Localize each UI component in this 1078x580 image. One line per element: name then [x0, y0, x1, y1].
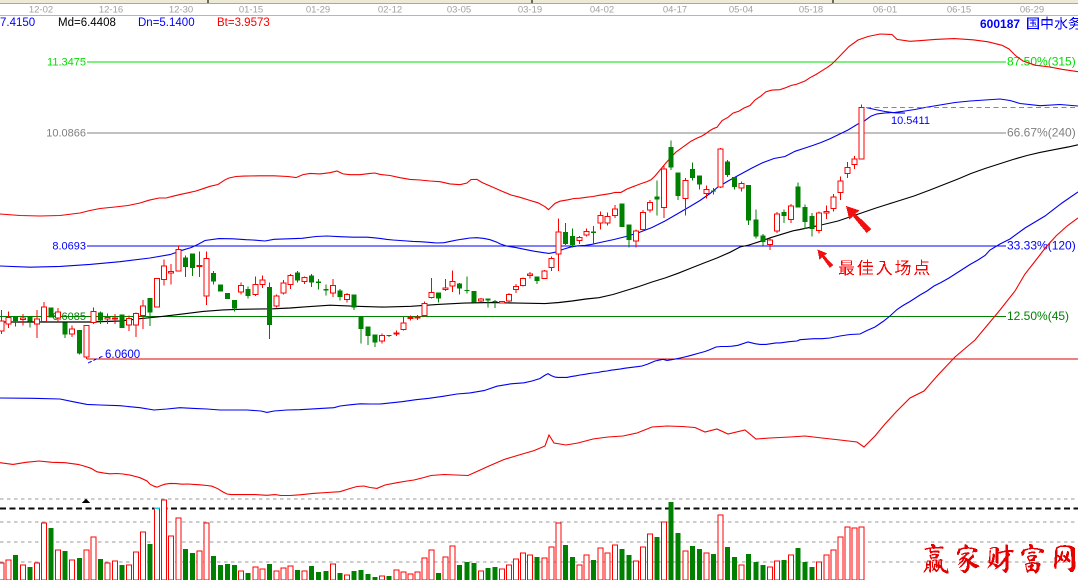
svg-text:04-02: 04-02	[590, 5, 614, 16]
svg-text:600187: 600187	[980, 17, 1020, 31]
svg-text:11.3475: 11.3475	[47, 57, 86, 69]
svg-text:03-19: 03-19	[518, 5, 542, 16]
svg-text:05-04: 05-04	[729, 5, 753, 16]
svg-text:02-12: 02-12	[378, 5, 402, 16]
svg-text:87.50%(315): 87.50%(315)	[1007, 55, 1076, 69]
svg-text:Bt=3.9573: Bt=3.9573	[217, 17, 270, 29]
svg-text:10.5411: 10.5411	[891, 115, 930, 127]
svg-text:06-01: 06-01	[873, 5, 897, 16]
svg-text:7.4150: 7.4150	[0, 17, 35, 29]
svg-text:06-29: 06-29	[1020, 5, 1044, 16]
svg-text:05-18: 05-18	[799, 5, 823, 16]
svg-text:6.0600: 6.0600	[105, 349, 140, 361]
svg-text:12.50%(45): 12.50%(45)	[1007, 309, 1069, 323]
svg-text:66.67%(240): 66.67%(240)	[1007, 126, 1076, 140]
svg-text:03-05: 03-05	[447, 5, 471, 16]
svg-text:Md=6.4408: Md=6.4408	[58, 17, 116, 29]
svg-text:12-02: 12-02	[29, 5, 53, 16]
svg-text:01-15: 01-15	[239, 5, 263, 16]
svg-text:12-30: 12-30	[169, 5, 193, 16]
svg-text:10.0866: 10.0866	[46, 128, 86, 140]
svg-text:12-16: 12-16	[99, 5, 123, 16]
svg-text:04-17: 04-17	[663, 5, 687, 16]
svg-text:01-29: 01-29	[306, 5, 330, 16]
svg-text:Dn=5.1400: Dn=5.1400	[138, 17, 195, 29]
svg-text:8.0693: 8.0693	[52, 241, 86, 253]
svg-text:33.33%(120): 33.33%(120)	[1007, 239, 1076, 253]
svg-text:06-15: 06-15	[947, 5, 971, 16]
